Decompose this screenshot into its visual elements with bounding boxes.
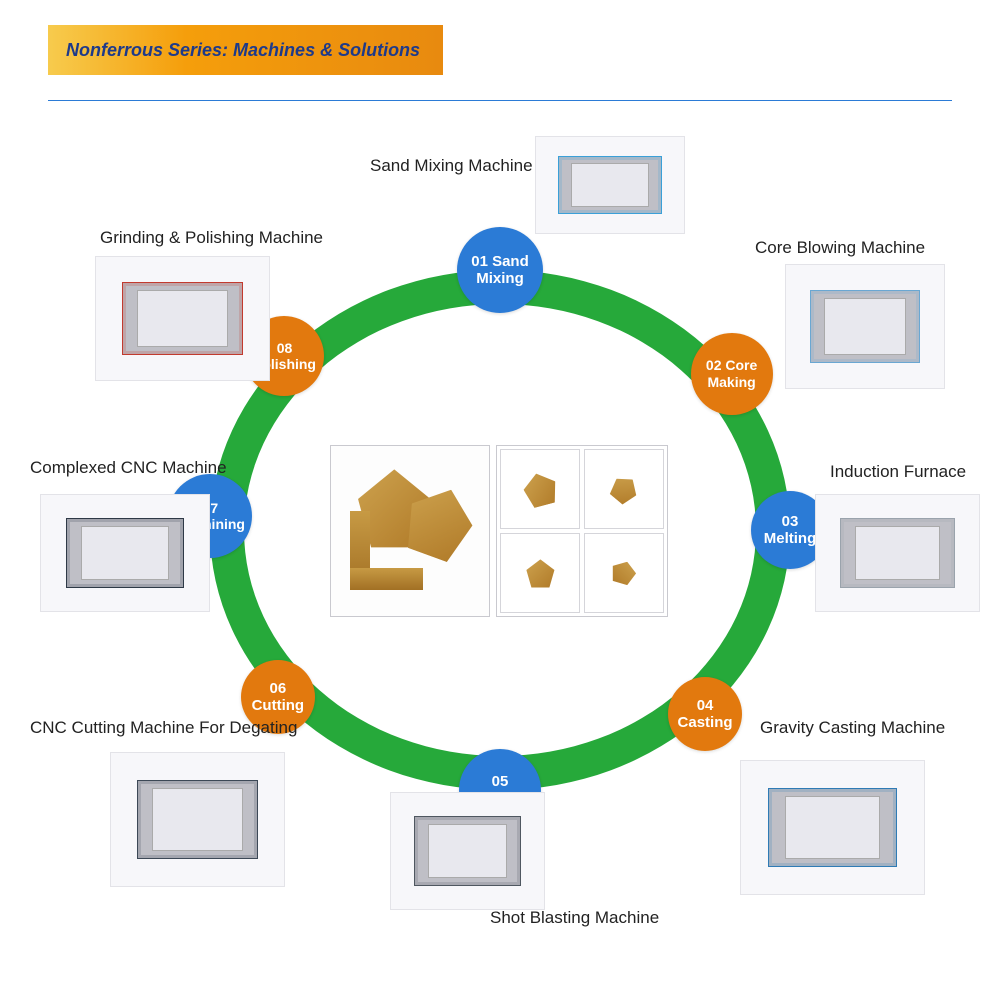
- machine-label-cnc-cutting: CNC Cutting Machine For Degating: [30, 718, 297, 738]
- machine-label-induction: Induction Furnace: [830, 462, 966, 482]
- machine-image-grinding: [95, 256, 270, 381]
- node-number: 08: [277, 340, 293, 356]
- node-number: 04: [697, 697, 714, 714]
- node-label: Mixing: [476, 270, 524, 287]
- node-number: 06: [270, 680, 287, 697]
- machine-image-cnc-complex: [40, 494, 210, 612]
- page-title: Nonferrous Series: Machines & Solutions: [66, 40, 420, 61]
- node-label: Melting: [764, 530, 817, 547]
- node-number: 01 Sand: [471, 253, 529, 270]
- node-number: 03: [782, 513, 799, 530]
- process-node-04: 04Casting: [668, 677, 742, 751]
- node-number: 05: [492, 773, 509, 790]
- machine-label-gravity: Gravity Casting Machine: [760, 718, 945, 738]
- machine-label-sand-mixing: Sand Mixing Machine: [370, 156, 533, 176]
- node-label: Cutting: [252, 697, 304, 714]
- node-label: Making: [707, 374, 755, 390]
- product-cell: [500, 449, 580, 529]
- machine-image-induction: [815, 494, 980, 612]
- node-number: 02 Core: [706, 357, 757, 373]
- header-divider: [48, 100, 952, 101]
- center-right-grid: [496, 445, 668, 617]
- machine-image-core-blowing: [785, 264, 945, 389]
- center-product-panel: [330, 445, 668, 617]
- process-node-02: 02 CoreMaking: [691, 333, 773, 415]
- title-banner: Nonferrous Series: Machines & Solutions: [48, 25, 443, 75]
- process-node-01: 01 SandMixing: [457, 227, 543, 313]
- machine-image-sand-mixing: [535, 136, 685, 234]
- process-diagram: 01 SandMixing 02 CoreMaking 03Melting 04Cas…: [0, 120, 1000, 980]
- machine-image-gravity: [740, 760, 925, 895]
- machine-image-cnc-cutting: [110, 752, 285, 887]
- node-label: Casting: [678, 714, 733, 731]
- product-cell: [584, 533, 664, 613]
- center-left-pane: [330, 445, 490, 617]
- machine-label-grinding: Grinding & Polishing Machine: [100, 228, 323, 248]
- machine-label-cnc-complex: Complexed CNC Machine: [30, 458, 227, 478]
- product-cell: [500, 533, 580, 613]
- product-cell: [584, 449, 664, 529]
- machine-label-core-blowing: Core Blowing Machine: [755, 238, 925, 258]
- machine-label-shot-blast: Shot Blasting Machine: [490, 908, 659, 928]
- machine-image-shot-blast: [390, 792, 545, 910]
